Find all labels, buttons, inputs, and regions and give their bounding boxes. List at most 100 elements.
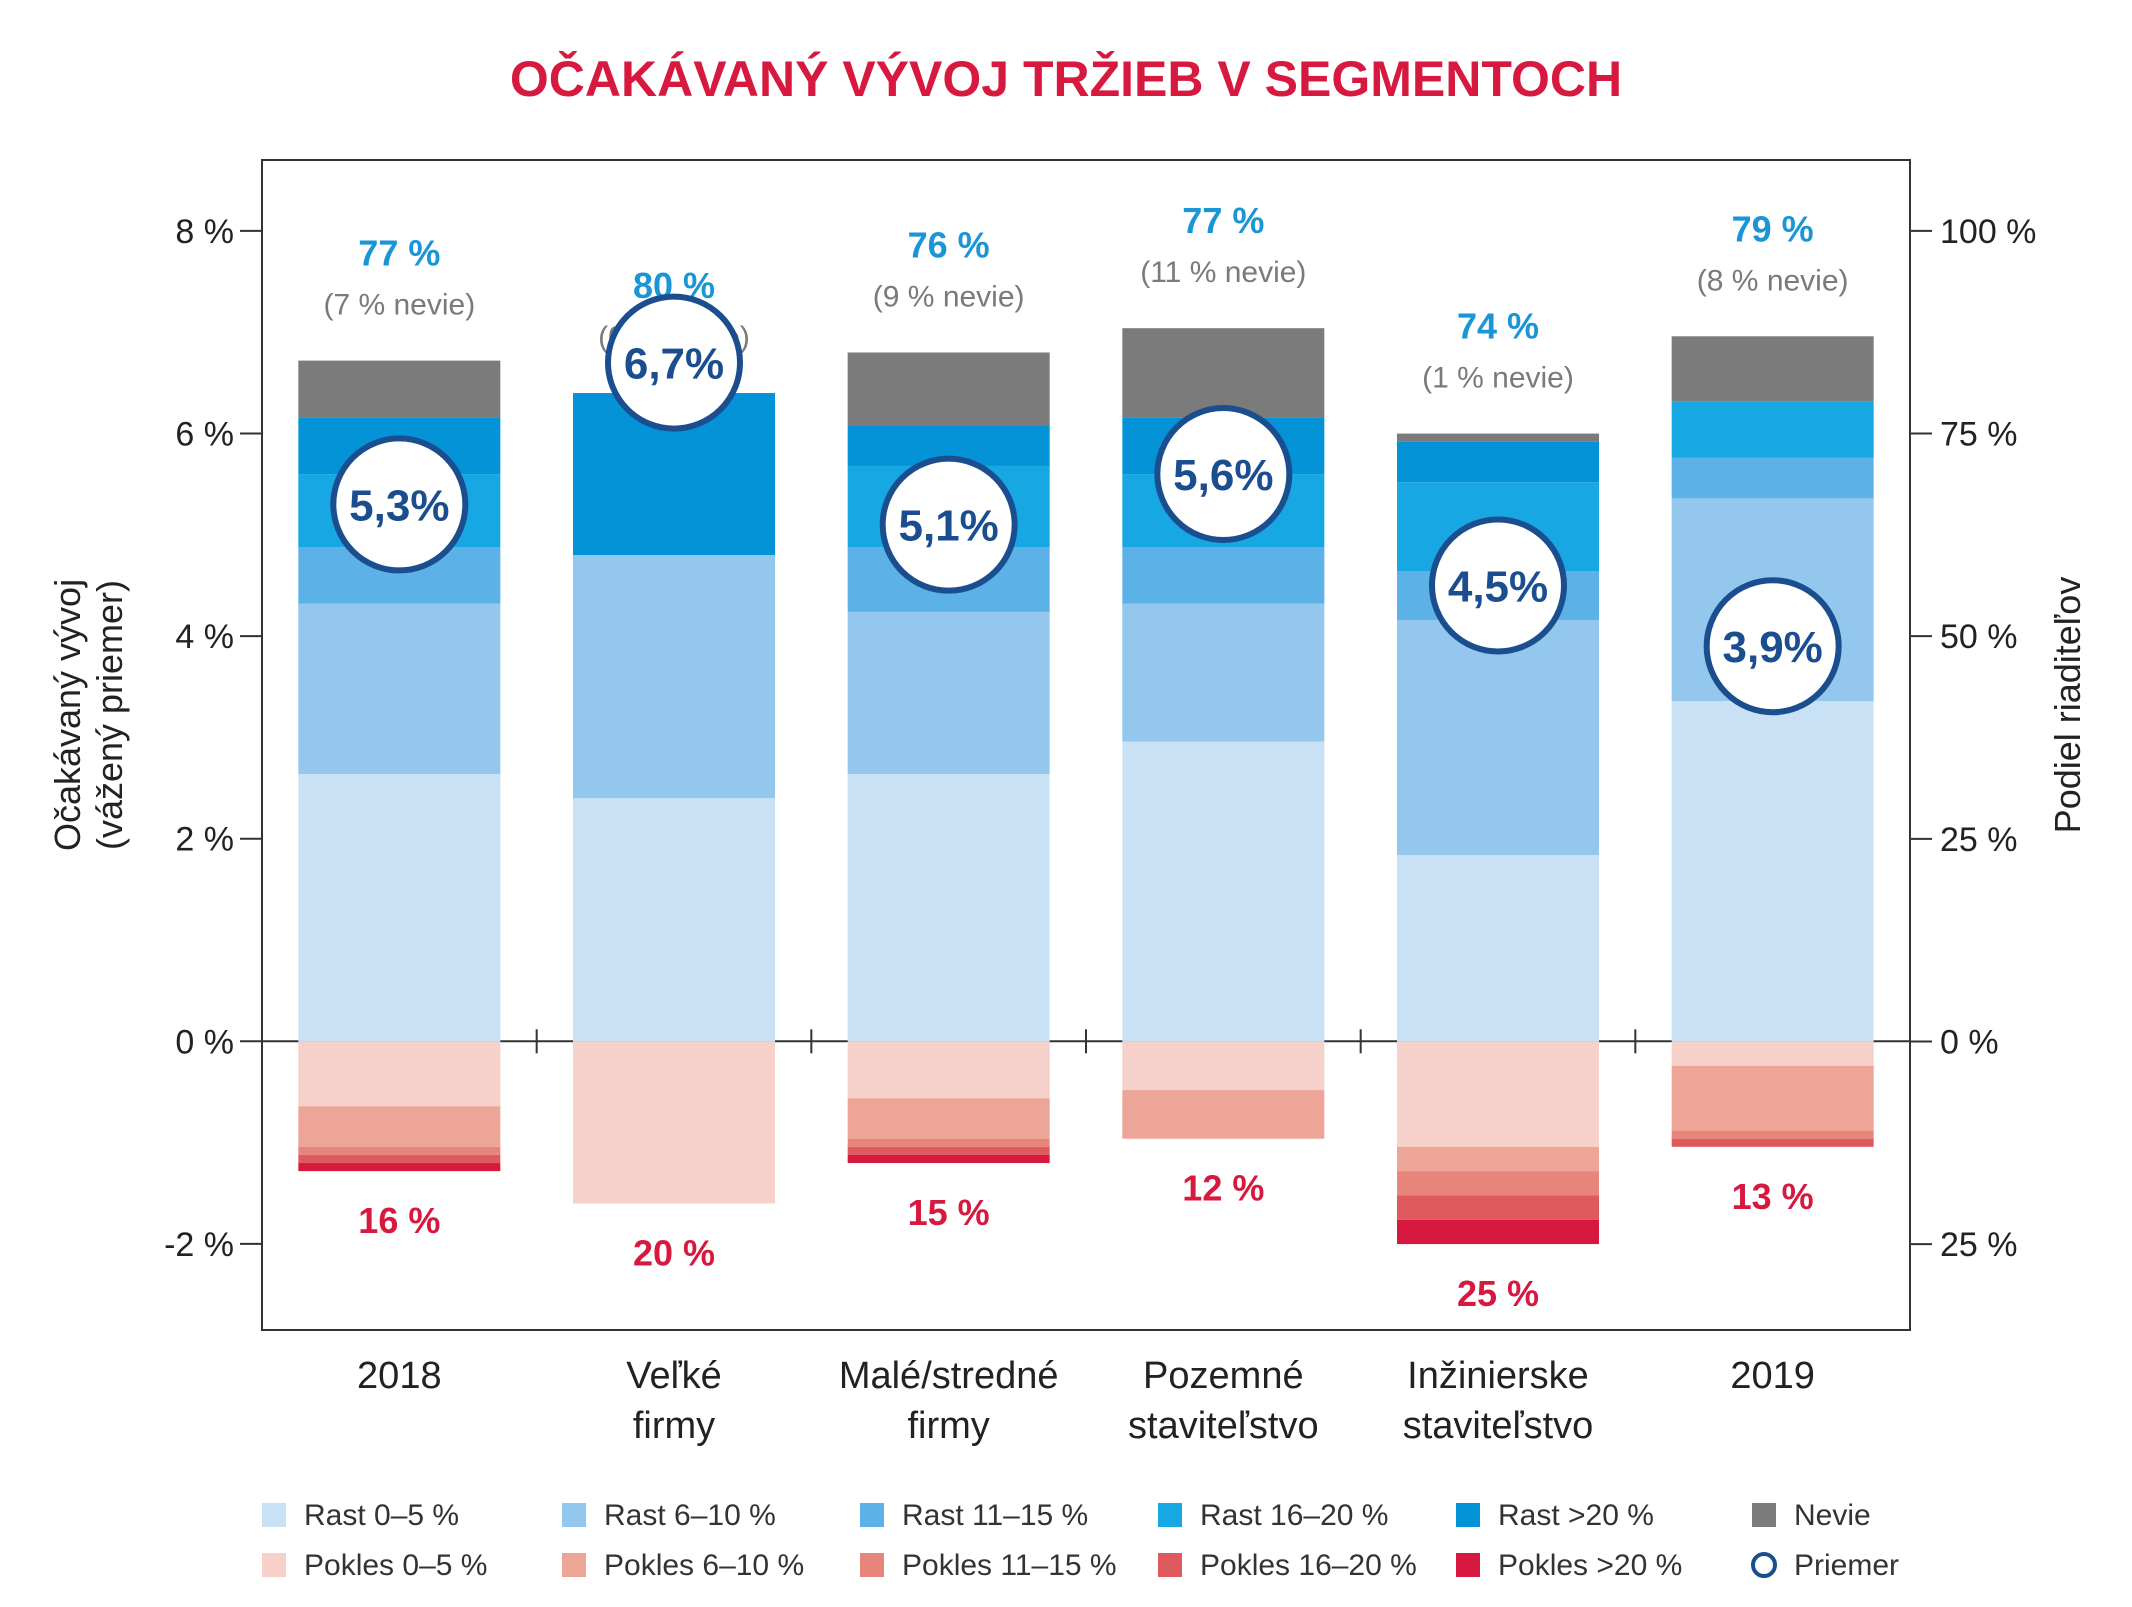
right-tick-label: 25 % (1940, 1226, 2018, 1264)
mean-label: 5,3% (349, 481, 449, 530)
bar-segment-pokles-11-15- (1671, 1130, 1874, 1139)
negative-share-label: 15 % (908, 1192, 990, 1233)
category-label: staviteľstvo (1128, 1405, 1319, 1447)
mean-circle (1703, 577, 1842, 716)
bar-segment-rast-0-5- (1122, 741, 1325, 1042)
mean-label: 3,9% (1723, 623, 1823, 672)
bar-segment-pokles-11-15- (1397, 1171, 1599, 1196)
legend-swatch (1158, 1553, 1182, 1577)
bar-segment-nevie (847, 352, 1050, 426)
left-axis-title-line: (vážený priemer) (89, 580, 130, 850)
nevie-label: (11 % nevie) (1140, 256, 1306, 289)
negative-share-label: 16 % (358, 1200, 440, 1241)
bar-segment-nevie (1671, 336, 1874, 402)
legend-label: Pokles 0–5 % (304, 1549, 487, 1582)
left-tick-label: 8 % (175, 213, 234, 251)
bar-segment-rast-0-5- (298, 773, 501, 1042)
mean-circle (330, 435, 469, 574)
bar-segment-rast-16-20- (1671, 401, 1874, 458)
legend-label: Pokles 11–15 % (902, 1549, 1117, 1582)
bar-segment-pokles-20- (298, 1163, 501, 1172)
legend-swatch (562, 1503, 586, 1527)
negative-share-label: 13 % (1732, 1176, 1814, 1217)
bar-segment-rast-6-10- (1122, 603, 1325, 742)
right-tick-label: 0 % (1940, 1023, 1999, 1061)
bar-segment-nevie (298, 360, 501, 418)
legend-swatch (860, 1503, 884, 1527)
bar-segment-pokles-0-5- (573, 1041, 775, 1204)
nevie-label: (8 % nevie) (1697, 264, 1849, 297)
bar-segment-pokles-0-5- (847, 1041, 1050, 1099)
bar-segment-pokles-6-10- (1122, 1090, 1325, 1139)
bar-segment-pokles-6-10- (1397, 1146, 1599, 1172)
right-axis: 100 % 75 % 50 % 25 % 0 % 25 % Podiel riaditeľo… (1910, 213, 2088, 1264)
bar-segment-rast-6-10- (573, 555, 775, 799)
legend-label: Priemer (1794, 1549, 1899, 1582)
bar-segment-nevie (1397, 433, 1599, 442)
bar-segment-pokles-11-15- (298, 1146, 501, 1155)
mean-markers: 5,3% 6,7% 5,1% 5,6% 4,5% 3,9% (330, 293, 1842, 716)
category-label: 2018 (357, 1355, 442, 1397)
legend-swatch (1456, 1553, 1480, 1577)
right-tick-label: 75 % (1940, 416, 2018, 454)
legend-label: Rast 6–10 % (604, 1499, 776, 1532)
negative-share-label: 20 % (633, 1233, 715, 1274)
category-label: Inžinierske (1407, 1355, 1589, 1397)
bar-segment-pokles-0-5- (1122, 1041, 1325, 1091)
plot-border (261, 159, 1911, 1331)
legend-swatch (262, 1553, 286, 1577)
bar-segment-pokles-6-10- (1671, 1065, 1874, 1131)
category-labels: 2018 Veľké firmy Malé/stredné firmy Pozemné st… (357, 1355, 1815, 1447)
bars (298, 328, 1874, 1245)
left-tick-label: 0 % (175, 1023, 234, 1061)
left-tick-label: 6 % (175, 416, 234, 454)
right-tick-label: 50 % (1940, 618, 2018, 656)
mean-circle (1429, 516, 1567, 655)
bar-segment-pokles-16-20- (847, 1146, 1050, 1155)
mean-label: 4,5% (1448, 562, 1548, 611)
bar-segment-rast-11-15- (1122, 547, 1325, 604)
bar-segment-rast-20- (1397, 441, 1599, 483)
nevie-label: (1 % nevie) (1422, 362, 1574, 395)
bar-segment-pokles-16-20- (1397, 1195, 1599, 1220)
bar-segment-rast-0-5- (1671, 701, 1874, 1042)
right-tick-label: 100 % (1940, 213, 2036, 251)
legend: Rast 0–5 % Rast 6–10 % Rast 11–15 % Rast 16… (262, 1499, 1899, 1582)
category-label: Pozemné (1143, 1355, 1304, 1397)
bar-segment-pokles-0-5- (1397, 1041, 1599, 1147)
left-axis-title: Očakávaný vývoj(vážený priemer) (47, 579, 130, 851)
negative-share-label: 25 % (1457, 1273, 1539, 1314)
bar-segment-pokles-0-5- (298, 1041, 501, 1107)
mean-circle (605, 293, 743, 432)
positive-share-label: 77 % (358, 233, 440, 274)
mean-circle (1154, 405, 1293, 544)
plot-frame (261, 159, 1911, 1331)
bar-segment-pokles-16-20- (298, 1154, 501, 1164)
bar-labels: 77 %(7 % nevie)16 %80 %(0 % nevie)20 %76… (323, 200, 1848, 1314)
bar-segment-pokles-11-15- (847, 1138, 1050, 1147)
positive-share-label: 74 % (1457, 306, 1539, 347)
bar-segment-pokles-20- (847, 1154, 1050, 1164)
category-label: Veľké (626, 1355, 722, 1397)
bar-segment-rast-0-5- (573, 798, 775, 1042)
nevie-label: (9 % nevie) (873, 281, 1025, 314)
right-tick-label: 25 % (1940, 821, 2018, 859)
legend-swatch (1456, 1503, 1480, 1527)
bar-segment-pokles-20- (1397, 1219, 1599, 1245)
legend-swatch (1158, 1503, 1182, 1527)
legend-label: Rast 0–5 % (304, 1499, 459, 1532)
bar-segment-rast-0-5- (847, 773, 1050, 1042)
left-tick-label: -2 % (164, 1226, 234, 1264)
bar-segment-pokles-0-5- (1671, 1041, 1874, 1066)
legend-swatch (1752, 1503, 1776, 1527)
positive-share-label: 77 % (1182, 200, 1264, 241)
category-label: staviteľstvo (1403, 1405, 1594, 1447)
mean-circle (879, 455, 1018, 594)
positive-share-label: 79 % (1732, 208, 1814, 249)
mean-label: 5,6% (1173, 451, 1273, 500)
mean-label: 6,7% (624, 340, 724, 389)
bar-segment-rast-6-10- (1397, 619, 1599, 856)
bar-segment-nevie (1122, 328, 1325, 418)
legend-swatch (860, 1553, 884, 1577)
